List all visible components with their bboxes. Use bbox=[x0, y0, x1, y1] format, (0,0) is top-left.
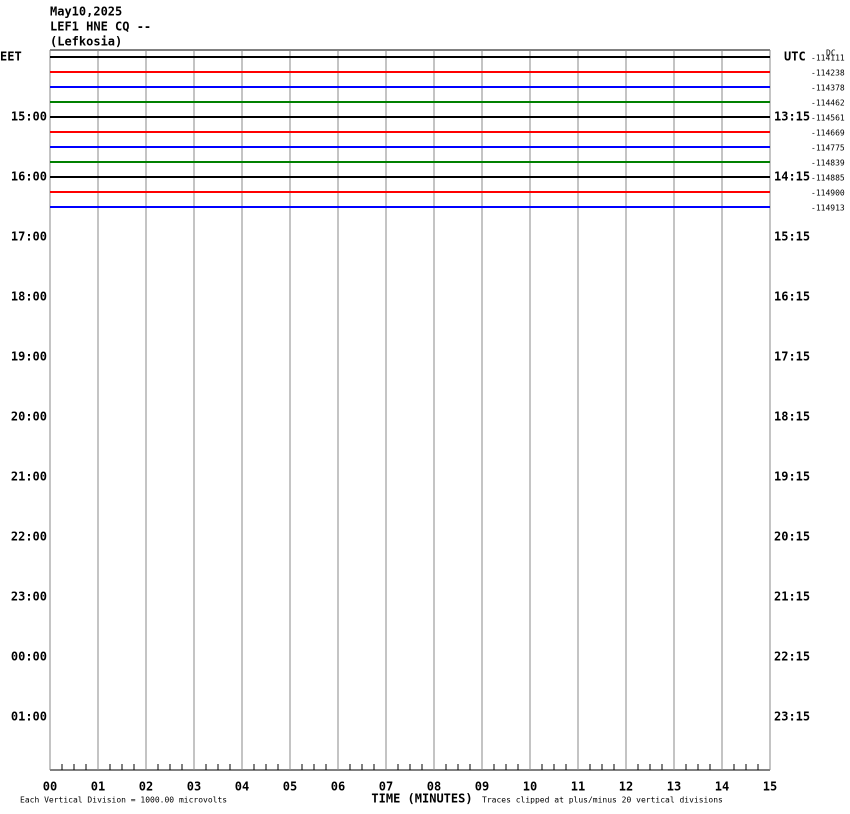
dc-value: -114913 bbox=[811, 204, 845, 213]
x-tick-label: 06 bbox=[331, 780, 345, 794]
dc-value: -114885 bbox=[811, 174, 845, 183]
left-tick-label: 23:00 bbox=[11, 590, 47, 604]
right-tick-label: 19:15 bbox=[774, 470, 810, 484]
x-tick-label: 01 bbox=[91, 780, 105, 794]
right-axis-label: UTC bbox=[784, 50, 806, 64]
dc-label: DC bbox=[826, 49, 836, 58]
station: LEF1 HNE CQ -- bbox=[50, 20, 151, 34]
x-tick-label: 15 bbox=[763, 780, 777, 794]
left-tick-label: 21:00 bbox=[11, 470, 47, 484]
x-tick-label: 14 bbox=[715, 780, 729, 794]
right-tick-label: 14:15 bbox=[774, 170, 810, 184]
left-tick-label: 22:00 bbox=[11, 530, 47, 544]
x-tick-label: 03 bbox=[187, 780, 201, 794]
left-tick-label: 16:00 bbox=[11, 170, 47, 184]
x-tick-label: 12 bbox=[619, 780, 633, 794]
x-axis-title: TIME (MINUTES) bbox=[371, 792, 472, 806]
right-tick-label: 21:15 bbox=[774, 590, 810, 604]
scale-note: Each Vertical Division = 1000.00 microvo… bbox=[20, 796, 227, 805]
dc-value: -114111 bbox=[811, 54, 845, 63]
right-tick-label: 16:15 bbox=[774, 290, 810, 304]
dc-value: -114561 bbox=[811, 114, 845, 123]
dc-value: -114900 bbox=[811, 189, 845, 198]
left-axis-label: EET bbox=[0, 50, 22, 64]
left-tick-label: 19:00 bbox=[11, 350, 47, 364]
clip-note: Traces clipped at plus/minus 20 vertical… bbox=[482, 796, 723, 805]
dc-value: -114775 bbox=[811, 144, 845, 153]
left-tick-label: 17:00 bbox=[11, 230, 47, 244]
left-tick-label: 20:00 bbox=[11, 410, 47, 424]
right-tick-label: 23:15 bbox=[774, 710, 810, 724]
right-tick-label: 15:15 bbox=[774, 230, 810, 244]
right-tick-label: 20:15 bbox=[774, 530, 810, 544]
left-tick-label: 18:00 bbox=[11, 290, 47, 304]
right-tick-label: 13:15 bbox=[774, 110, 810, 124]
x-tick-label: 04 bbox=[235, 780, 249, 794]
dc-value: -114462 bbox=[811, 99, 845, 108]
x-tick-label: 10 bbox=[523, 780, 537, 794]
dc-value: -114378 bbox=[811, 84, 845, 93]
dc-value: -114238 bbox=[811, 69, 845, 78]
x-tick-label: 13 bbox=[667, 780, 681, 794]
right-tick-label: 18:15 bbox=[774, 410, 810, 424]
x-tick-label: 08 bbox=[427, 780, 441, 794]
date: May10,2025 bbox=[50, 5, 122, 19]
right-tick-label: 22:15 bbox=[774, 650, 810, 664]
left-tick-label: 01:00 bbox=[11, 710, 47, 724]
x-tick-label: 05 bbox=[283, 780, 297, 794]
dc-value: -114839 bbox=[811, 159, 845, 168]
left-tick-label: 00:00 bbox=[11, 650, 47, 664]
x-tick-label: 07 bbox=[379, 780, 393, 794]
dc-value: -114669 bbox=[811, 129, 845, 138]
left-tick-label: 15:00 bbox=[11, 110, 47, 124]
x-tick-label: 11 bbox=[571, 780, 585, 794]
right-tick-label: 17:15 bbox=[774, 350, 810, 364]
x-tick-label: 09 bbox=[475, 780, 489, 794]
x-tick-label: 00 bbox=[43, 780, 57, 794]
location: (Lefkosia) bbox=[50, 35, 122, 49]
x-tick-label: 02 bbox=[139, 780, 153, 794]
